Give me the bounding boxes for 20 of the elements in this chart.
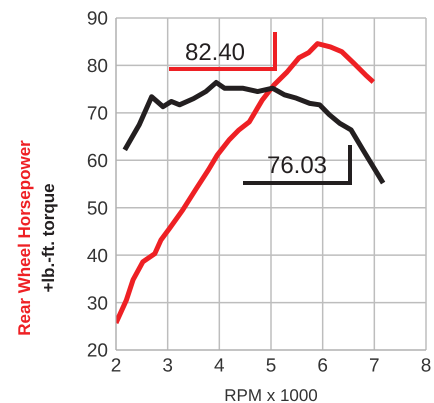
y-tick-label: 60 (86, 151, 108, 172)
text: +lb.-ft. torque (39, 183, 58, 293)
y-tick-label: 20 (86, 340, 108, 362)
y-tick-label: 50 (86, 198, 108, 220)
x-tick-label: 3 (162, 355, 173, 376)
x-tick-label: 2 (110, 355, 122, 376)
annotation: 82.40 (184, 39, 246, 66)
x-tick-label: 7 (369, 355, 380, 376)
y-tick-label: 70 (86, 104, 108, 125)
x-tick-label: 6 (317, 355, 328, 376)
y-tick-label: 90 (86, 8, 108, 30)
x-axis-title: RPM x 1000 (224, 386, 318, 403)
y-tick-label: 30 (86, 293, 108, 314)
text: Rear Wheel Horsepower (15, 140, 34, 336)
x-tick-label: 4 (214, 355, 226, 376)
x-tick-label: 5 (266, 355, 276, 376)
annotation: 76.03 (266, 152, 328, 179)
x-tick-label: 8 (420, 355, 432, 376)
y-tick-label: 80 (86, 56, 108, 78)
y-tick-label: 40 (86, 246, 108, 267)
